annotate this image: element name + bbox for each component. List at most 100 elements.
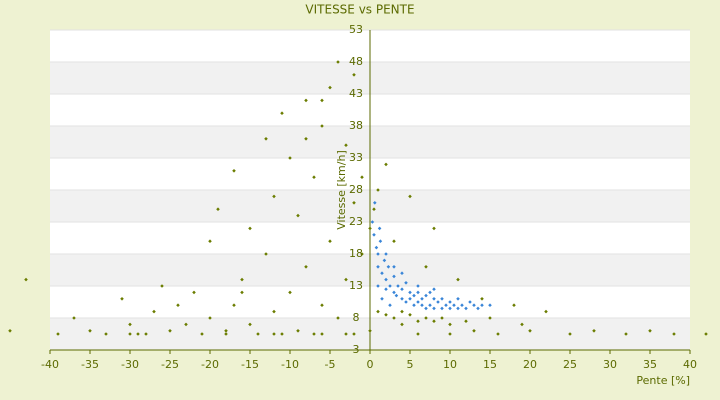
point — [272, 194, 276, 199]
point — [344, 332, 348, 336]
point — [136, 332, 140, 336]
point — [240, 290, 244, 295]
point — [384, 277, 388, 282]
point — [386, 265, 391, 269]
point — [320, 124, 324, 128]
point — [488, 303, 492, 307]
point — [344, 143, 348, 147]
point — [208, 316, 212, 320]
point — [400, 297, 404, 301]
point — [392, 239, 396, 243]
x-tick-label: -10 — [281, 358, 299, 371]
point — [360, 175, 364, 179]
point — [394, 293, 399, 298]
point — [472, 303, 476, 307]
point — [336, 316, 340, 320]
point — [372, 233, 376, 237]
x-tick-label: -30 — [121, 358, 139, 371]
point — [372, 207, 376, 211]
y-tick-label: 28 — [349, 183, 363, 196]
y-tick-label: 38 — [349, 119, 363, 132]
point — [436, 300, 440, 304]
point — [378, 239, 383, 243]
point — [304, 137, 308, 141]
point — [424, 316, 428, 320]
point — [376, 188, 380, 192]
y-tick-label: 18 — [349, 247, 363, 260]
x-tick-label: 15 — [483, 358, 497, 371]
point — [400, 271, 404, 275]
point — [224, 329, 228, 333]
point — [452, 303, 456, 307]
point — [460, 303, 464, 307]
y-tick-label: 13 — [349, 279, 363, 292]
point — [128, 332, 132, 336]
point — [288, 156, 292, 160]
point — [424, 265, 428, 269]
point — [104, 332, 108, 336]
point — [408, 194, 412, 199]
point — [184, 322, 188, 327]
point — [272, 332, 276, 336]
point — [216, 207, 220, 211]
point — [440, 316, 444, 320]
point — [624, 332, 628, 336]
point — [368, 329, 372, 333]
point — [476, 306, 480, 311]
x-tick-label: 20 — [523, 358, 537, 371]
y-tick-label: 48 — [349, 55, 363, 68]
point — [440, 306, 444, 311]
point — [412, 303, 416, 307]
point — [328, 85, 332, 90]
point — [648, 329, 652, 333]
point — [168, 329, 172, 333]
point — [384, 287, 388, 291]
point — [200, 332, 204, 336]
point — [192, 290, 196, 295]
point — [432, 226, 436, 231]
point — [152, 309, 156, 314]
point — [408, 290, 412, 295]
point — [56, 332, 60, 336]
x-tick-label: 5 — [407, 358, 414, 371]
x-tick-label: -20 — [201, 358, 219, 371]
x-tick-label: 10 — [443, 358, 457, 371]
point — [432, 297, 436, 301]
point — [360, 252, 364, 256]
x-tick-label: -35 — [81, 358, 99, 371]
point — [72, 316, 76, 320]
point — [432, 319, 436, 323]
point — [373, 201, 377, 205]
x-tick-label: 25 — [563, 358, 577, 371]
point — [280, 332, 284, 336]
point — [456, 306, 460, 311]
x-tick-label: 40 — [683, 358, 697, 371]
point — [248, 226, 252, 231]
point — [256, 332, 260, 336]
point — [374, 245, 379, 250]
point — [336, 60, 340, 64]
point — [380, 271, 384, 275]
point — [488, 316, 492, 320]
point — [312, 175, 316, 179]
point — [8, 329, 12, 333]
point — [468, 300, 472, 304]
y-tick-label: 23 — [349, 215, 363, 228]
point — [424, 293, 428, 298]
point — [388, 303, 392, 307]
point — [344, 277, 348, 282]
point — [176, 303, 180, 307]
point — [376, 309, 380, 314]
point — [416, 319, 420, 323]
x-tick-label: -25 — [161, 358, 179, 371]
x-tick-label: -15 — [241, 358, 259, 371]
point — [420, 303, 424, 307]
point — [392, 265, 396, 269]
point — [392, 290, 396, 295]
point — [264, 252, 268, 256]
point — [320, 98, 324, 103]
chart-title: VITESSE vs PENTE — [305, 3, 414, 17]
point — [88, 329, 92, 333]
point — [304, 98, 308, 103]
point — [456, 297, 460, 301]
